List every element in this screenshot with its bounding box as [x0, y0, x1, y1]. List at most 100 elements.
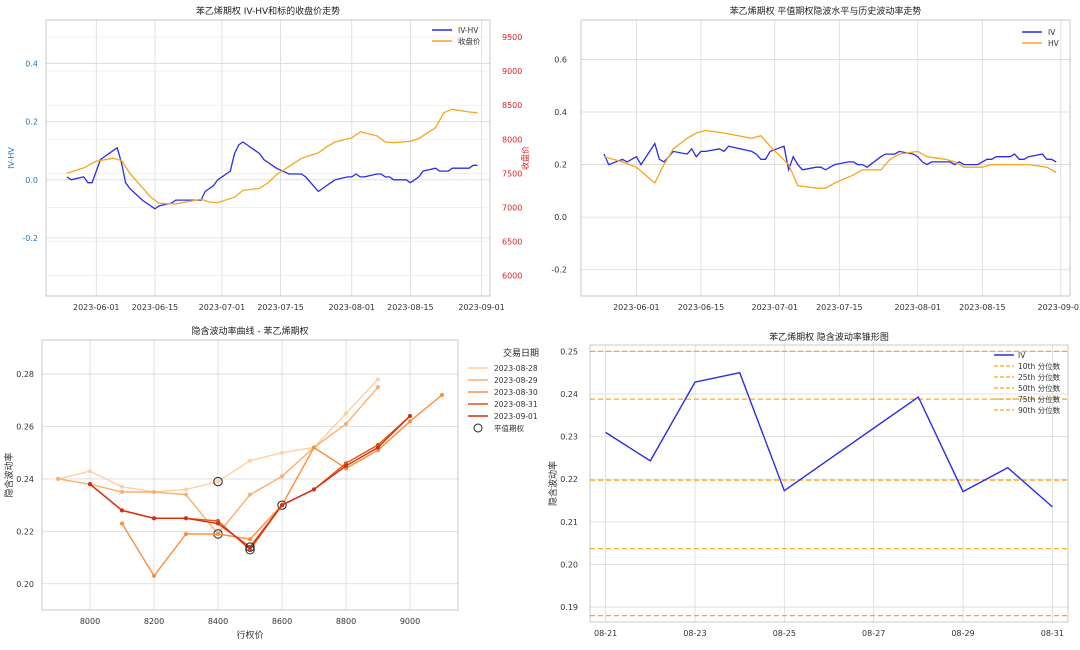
chart3-point-1 — [248, 458, 252, 463]
chart3-point-1 — [280, 450, 284, 455]
chart4-title: 苯乙烯期权 隐含波动率锥形图 — [769, 331, 889, 343]
chart2-frame — [580, 19, 1071, 297]
chart2-y-tick-label: 0.0 — [554, 213, 567, 222]
chart2-x-tick-label: 2023-08-15 — [959, 303, 1006, 312]
chart4-legend-label: 25th 分位数 — [1018, 372, 1061, 382]
chart1-y-tick-label: 0.4 — [25, 60, 38, 69]
chart1-x-tick-label: 2023-07-15 — [257, 303, 304, 312]
chart3-series-line-4 — [89, 415, 411, 551]
chart3-point-3 — [216, 531, 220, 536]
chart2-x-tick-label: 2023-07-01 — [752, 303, 799, 312]
chart2-y-tick-label: 0.2 — [554, 161, 567, 170]
chart2-y-tick-label: 0.6 — [554, 55, 567, 64]
chart2-x-tick-label: 2023-08-01 — [895, 303, 942, 312]
chart3-point-2 — [248, 492, 252, 497]
chart1-y2-tick-label: 8000 — [502, 135, 522, 144]
chart4-y-axis-label: 隐含波动率 — [547, 461, 559, 506]
chart3-legend-label: 2023-08-30 — [494, 388, 538, 397]
chart4-x-tick-label: 08-23 — [683, 629, 706, 638]
chart3-atm-marker — [277, 500, 287, 510]
chart3-point-3 — [312, 445, 316, 450]
chart3-point-5 — [184, 516, 188, 521]
chart3-x-tick-label: 8000 — [80, 617, 100, 626]
chart4-legend-label: 10th 分位数 — [1018, 361, 1061, 371]
chart4-legend-label: 50th 分位数 — [1018, 383, 1061, 393]
chart1-y2-tick-label: 7500 — [502, 169, 522, 178]
chart4-legend-label: IV — [1018, 351, 1026, 360]
chart3-x-tick-label: 8400 — [208, 617, 228, 626]
chart1-x-tick-label: 2023-08-15 — [387, 303, 434, 312]
chart1-y2-tick-label: 6000 — [502, 272, 522, 281]
chart1-y-tick-label: 0.2 — [25, 118, 38, 127]
chart3-title: 隐含波动率曲线 - 苯乙烯期权 — [192, 325, 309, 337]
chart3-legend-atm-label: 平值期权 — [494, 423, 524, 433]
chart3-legend-label: 2023-08-29 — [494, 376, 538, 385]
chart1-y-axis-label: IV-HV — [7, 147, 16, 169]
chart3-x-tick-label: 8200 — [144, 617, 164, 626]
chart3-point-1 — [344, 411, 348, 416]
chart4-y-tick-label: 0.22 — [560, 475, 578, 484]
chart3-point-3 — [408, 419, 412, 424]
chart3-y-tick-label: 0.22 — [16, 527, 34, 536]
chart1-y2-tick-label: 9000 — [502, 67, 522, 76]
chart2-title: 苯乙烯期权 平值期权隐波水平与历史波动率走势 — [730, 5, 922, 17]
chart3-point-5 — [152, 516, 156, 521]
chart4-x-tick-label: 08-31 — [1041, 629, 1064, 638]
chart1-x-tick-label: 2023-07-01 — [199, 303, 246, 312]
chart3-x-tick-label: 8600 — [272, 617, 292, 626]
chart4-legend-label: 75th 分位数 — [1018, 394, 1061, 404]
chart1-x-tick-label: 2023-06-01 — [73, 303, 120, 312]
chart3-y-tick-label: 0.26 — [16, 423, 34, 432]
chart4-y-tick-label: 0.19 — [560, 603, 578, 612]
chart3-atm-marker — [213, 476, 223, 487]
chart1-frame — [45, 19, 491, 297]
chart3-y-tick-label: 0.20 — [16, 580, 34, 589]
chart1-title: 苯乙烯期权 IV-HV和标的收盘价走势 — [196, 5, 340, 17]
chart1-series-line-2 — [66, 108, 478, 205]
chart4-y-tick-label: 0.21 — [560, 518, 578, 527]
chart3-legend-title: 交易日期 — [503, 347, 539, 359]
chart2-x-tick-label: 2023-06-15 — [678, 303, 725, 312]
chart3-point-3 — [184, 531, 188, 536]
chart4-y-tick-label: 0.24 — [560, 390, 578, 399]
chart2-series-line-1 — [603, 141, 1057, 173]
chart2-x-tick-label: 2023-06-01 — [613, 303, 660, 312]
chart3-point-5 — [88, 482, 92, 487]
chart3-point-5 — [344, 463, 348, 468]
chart3-point-5 — [120, 508, 124, 513]
chart3-point-1 — [216, 479, 220, 484]
chart3-point-5 — [408, 414, 412, 419]
chart1-x-tick-label: 2023-06-15 — [132, 303, 179, 312]
chart3-point-5 — [248, 545, 252, 550]
chart3-point-3 — [120, 521, 124, 526]
chart3-point-1 — [376, 377, 380, 382]
chart3-point-5 — [280, 503, 284, 508]
chart3-point-5 — [312, 487, 316, 492]
chart1-y2-tick-label: 9500 — [502, 33, 522, 42]
chart4-y-tick-label: 0.20 — [560, 560, 578, 569]
chart1-legend-label: 收盘价 — [458, 36, 481, 46]
chart3-point-2 — [280, 474, 284, 479]
chart2-y-tick-label: 0.4 — [554, 108, 567, 117]
chart4-series-line-1 — [605, 371, 1053, 508]
chart1-y2-axis-label: 收盘价 — [520, 146, 530, 170]
chart3-point-5 — [216, 521, 220, 526]
chart3-legend-label: 2023-09-01 — [494, 412, 538, 421]
chart3-x-tick-label: 9000 — [400, 617, 420, 626]
chart1-x-tick-label: 2023-09-01 — [458, 303, 505, 312]
chart1-series-line-1 — [66, 141, 478, 210]
chart3-point-2 — [56, 476, 60, 481]
chart1-y2-tick-label: 8500 — [502, 101, 522, 110]
chart3-point-1 — [88, 469, 92, 474]
chart3-frame — [41, 339, 459, 611]
chart3-point-1 — [120, 484, 124, 489]
chart3-y-tick-label: 0.24 — [16, 475, 34, 484]
chart4-x-tick-label: 08-29 — [951, 629, 974, 638]
chart2-y-tick-label: -0.2 — [551, 266, 567, 275]
chart4-x-tick-label: 08-21 — [594, 629, 617, 638]
chart1-y2-tick-label: 7000 — [502, 203, 522, 212]
chart3-legend-label: 2023-08-28 — [494, 364, 538, 373]
chart3-point-2 — [152, 490, 156, 495]
